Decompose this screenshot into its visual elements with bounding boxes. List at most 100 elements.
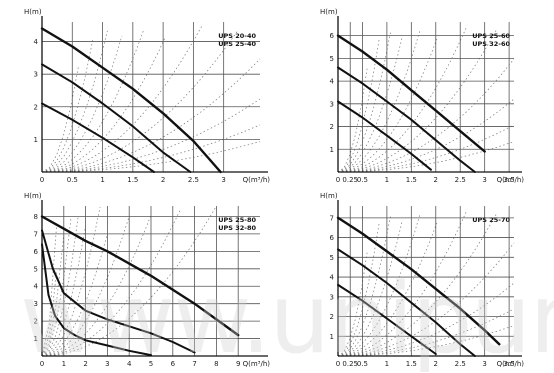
watermark-text: www.unipump: [20, 263, 554, 373]
system-curve: [41, 206, 101, 357]
y-tick-label: 8: [34, 213, 38, 221]
pump-curve-speed-1: [336, 216, 501, 346]
system-curve: [41, 226, 57, 357]
data-point: [41, 229, 43, 232]
y-axis-label: H(m): [24, 192, 42, 200]
x-tick-label: 1: [100, 176, 104, 184]
data-point: [172, 288, 174, 291]
legend-entry: UPS 25-60: [472, 32, 510, 40]
system-curve: [337, 209, 468, 357]
x-tick-label: 6: [171, 360, 176, 368]
pump-curve-speed-1: [40, 27, 222, 174]
data-point: [63, 292, 65, 295]
x-tick-label: 2: [434, 176, 438, 184]
y-tick-label: 2: [330, 313, 334, 321]
data-point: [459, 130, 462, 132]
pump-curve-speed-2: [337, 66, 476, 173]
x-tick-label: 2.5: [455, 176, 466, 184]
pump-curve-speed-2: [41, 63, 192, 173]
chart-panel-4: 0 0.250.5 1 1.5 2 2.5 3 3.5 1 2 3 4 5 6 7 H(m) Q(m³/h) UP…: [320, 192, 524, 368]
data-point: [52, 267, 54, 270]
data-point: [410, 301, 413, 304]
system-curve: [337, 213, 497, 357]
data-point: [132, 88, 134, 90]
data-point: [101, 102, 104, 105]
y-tick-label: 3: [330, 100, 334, 108]
y-tick-label: 2: [34, 103, 38, 111]
system-curve: [41, 98, 261, 173]
legend-entry: UPS 32-80: [218, 224, 256, 232]
x-tick-label: 0.25: [342, 360, 358, 368]
system-curve: [41, 210, 181, 357]
data-point: [459, 343, 462, 345]
system-curve: [41, 58, 261, 173]
charts-layer: 0 0.5 1 1.5 2 2.5 3 1 2 3 4 H(m) Q(m³/h) UPS 20-40 UPS…: [24, 8, 524, 368]
y-tick-label: 4: [34, 38, 39, 46]
data-point: [101, 136, 104, 139]
data-point: [132, 156, 134, 159]
x-tick-label: 2: [83, 360, 87, 368]
y-tick-label: 1: [34, 136, 38, 144]
data-point: [430, 168, 432, 171]
y-tick-label: 5: [330, 254, 334, 262]
system-curve: [41, 29, 239, 173]
system-curve: [41, 234, 108, 357]
data-point: [410, 268, 413, 270]
system-curve: [337, 220, 439, 357]
x-tick-label: 3: [221, 176, 225, 184]
y-tick-label: 5: [330, 55, 334, 63]
data-point: [337, 34, 339, 37]
x-tick-label: 9: [236, 360, 240, 368]
data-point: [361, 116, 364, 119]
data-point: [71, 81, 74, 84]
x-tick-label: 7: [192, 360, 196, 368]
data-point: [106, 250, 109, 253]
legend-entry: UPS 20-40: [218, 32, 256, 40]
x-tick-label: 2.5: [188, 176, 199, 184]
x-tick-label: 1.5: [127, 176, 138, 184]
system-curve: [337, 98, 515, 173]
x-tick-label: 2: [161, 176, 165, 184]
data-point: [150, 354, 152, 356]
data-point: [386, 134, 388, 137]
data-point: [192, 140, 195, 142]
y-tick-label: 4: [330, 78, 335, 86]
x-tick-label: 0: [40, 360, 44, 368]
data-point: [189, 171, 192, 173]
data-point: [41, 27, 43, 30]
data-point: [386, 68, 388, 71]
data-point: [337, 100, 339, 103]
x-tick-label: 3: [482, 360, 486, 368]
y-tick-label: 4: [330, 274, 335, 282]
x-tick-label: 3: [105, 360, 109, 368]
x-axis-label: Q(m³/h): [497, 176, 525, 184]
data-point: [474, 171, 476, 173]
system-curve: [337, 124, 515, 173]
data-point: [434, 353, 437, 355]
data-point: [410, 335, 413, 338]
x-tick-label: 0.5: [357, 176, 368, 184]
data-point: [41, 63, 43, 66]
chart-panel-3: 0 1 2 3 4 5 6 7 8 9 1 2 3 4 5 6 7 8 H(m) Q(m³/h) UPS 25-80UP…: [24, 192, 270, 368]
x-tick-label: 0.5: [67, 176, 78, 184]
pump-curve-speed-1: [40, 215, 240, 337]
y-axis-label: H(m): [320, 192, 338, 200]
y-tick-label: 3: [34, 71, 38, 79]
data-point: [41, 243, 43, 246]
data-point: [128, 325, 130, 328]
legend-entry: UPS 25-70: [472, 216, 510, 224]
x-tick-label: 2.5: [455, 360, 466, 368]
data-point: [434, 109, 437, 112]
data-point: [172, 341, 174, 343]
data-point: [84, 240, 87, 242]
system-curve: [41, 216, 79, 357]
data-point: [84, 339, 87, 342]
system-curve: [337, 35, 403, 173]
y-tick-label: 7: [34, 230, 38, 238]
y-tick-label: 6: [330, 234, 335, 242]
system-curve: [337, 36, 439, 173]
y-tick-label: 6: [34, 248, 39, 256]
data-point: [41, 102, 43, 105]
chart-panel-2: 0 0.250.5 1 1.5 2 2.5 3 3.5 1 2 3 4 5 6 H(m) Q(m³/h) UPS…: [320, 8, 524, 184]
data-point: [410, 89, 413, 91]
